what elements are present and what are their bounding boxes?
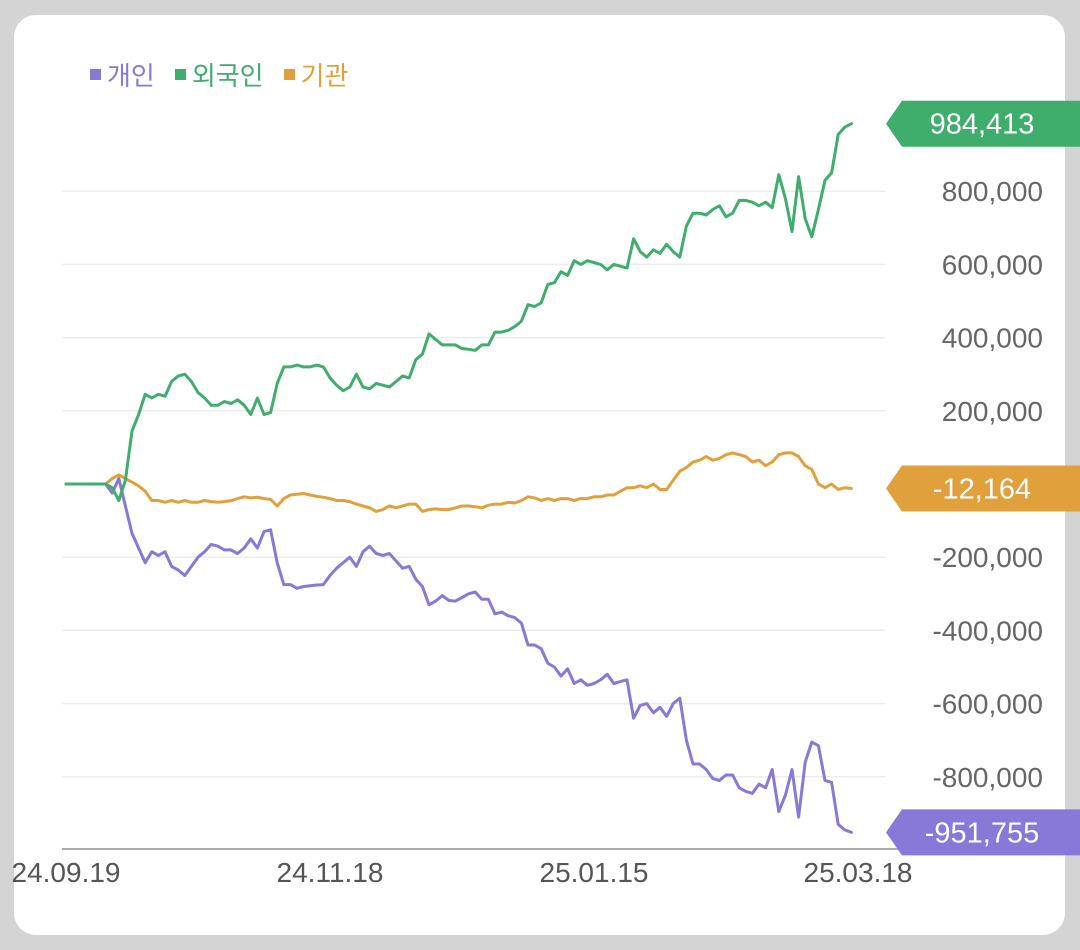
series-line-institution (64, 451, 853, 513)
x-tick-label: 25.01.15 (540, 857, 649, 888)
last-value-tag-institution: -12,164 (886, 465, 1080, 512)
y-tick-label: 400,000 (942, 323, 1043, 354)
y-tick-label: -600,000 (932, 689, 1043, 720)
y-tick-label: 200,000 (942, 396, 1043, 427)
legend-item-individual[interactable]: 개인 (90, 56, 155, 93)
last-value-tag-label: 984,413 (930, 109, 1035, 141)
x-tick-label: 25.03.18 (804, 857, 913, 888)
legend-swatch-institution (283, 69, 295, 80)
y-tick-label: 600,000 (942, 249, 1043, 280)
last-value-tag-shape (886, 809, 1080, 856)
legend-item-foreign[interactable]: 외국인 (174, 56, 264, 93)
last-value-tag-individual: -951,755 (886, 809, 1080, 856)
chart-card (14, 15, 1065, 935)
last-value-tag-foreign: 984,413 (886, 100, 1080, 147)
y-tick-label: -400,000 (932, 615, 1043, 646)
legend-label-individual: 개인 (107, 62, 155, 92)
series-line-individual (64, 477, 853, 834)
legend-label-foreign: 외국인 (191, 62, 264, 92)
y-tick-label: -800,000 (932, 762, 1043, 793)
last-value-tag-shape (886, 100, 1080, 147)
x-tick-label: 24.09.19 (12, 857, 121, 888)
y-tick-label: -200,000 (932, 542, 1043, 573)
y-tick-label: 800,000 (942, 176, 1043, 207)
last-value-tag-label: -12,164 (933, 473, 1031, 505)
x-tick-label: 24.11.18 (277, 857, 384, 888)
legend-swatch-foreign (174, 69, 186, 80)
legend: 개인 외국인 기관 (90, 56, 348, 93)
legend-swatch-individual (90, 69, 101, 80)
legend-label-institution: 기관 (300, 62, 349, 92)
legend-item-institution[interactable]: 기관 (283, 56, 349, 93)
last-value-tag-label: -951,755 (925, 817, 1040, 849)
last-value-tag-shape (886, 465, 1080, 512)
series-line-foreign (64, 122, 853, 502)
